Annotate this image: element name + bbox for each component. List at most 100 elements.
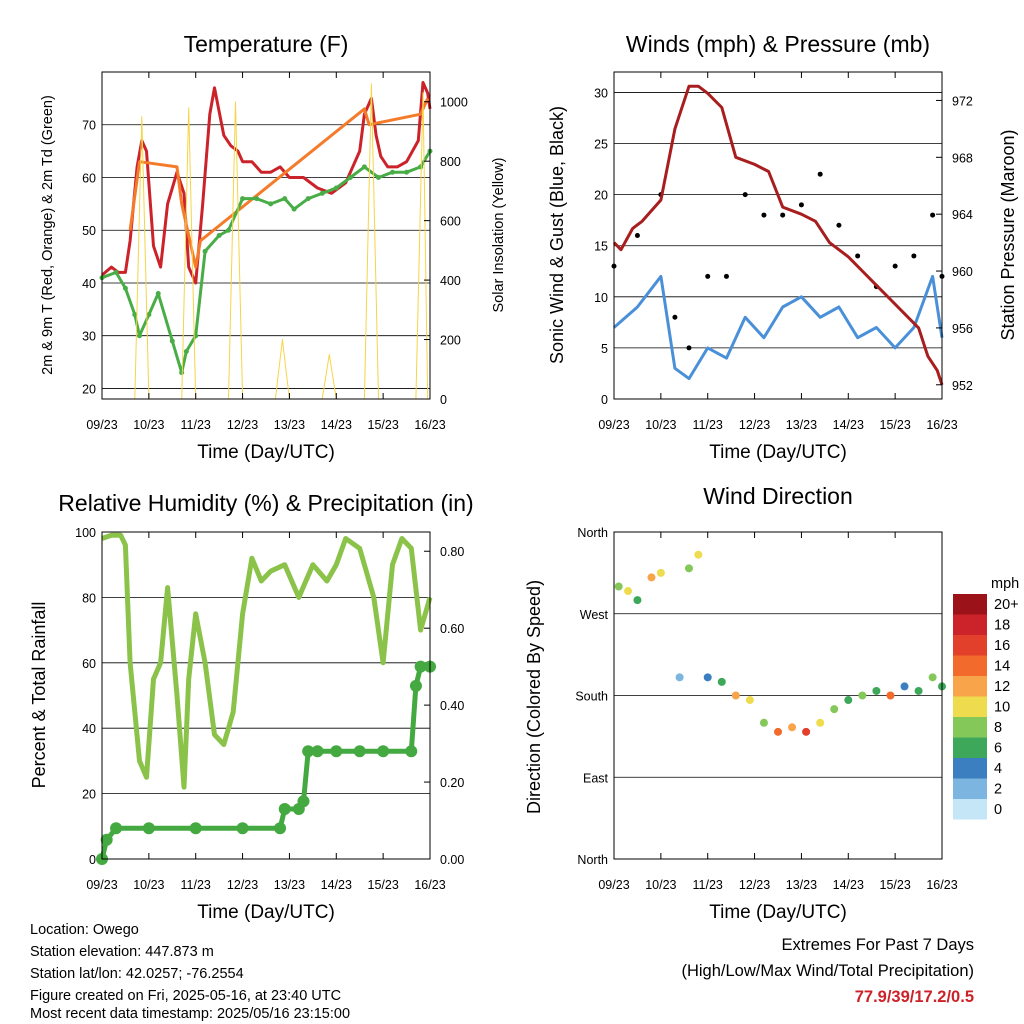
- temperature-ylabel-left: 2m & 9m T (Red, Orange) & 2m Td (Green): [40, 95, 56, 375]
- 2m-td-point: [404, 169, 410, 175]
- extremes-subtitle: (High/Low/Max Wind/Total Precipitation): [681, 962, 974, 980]
- x-tick-label: 12/23: [227, 878, 258, 892]
- 2m-td-point: [333, 185, 339, 191]
- y-tick-label: 0: [601, 393, 608, 407]
- y-tick-label-right: 972: [952, 94, 973, 108]
- direction-point: [647, 573, 656, 582]
- extremes-block: Extremes For Past 7 Days (High/Low/Max W…: [681, 932, 974, 1010]
- y-tick-label: 60: [82, 657, 96, 671]
- direction-point: [858, 691, 867, 700]
- 2m-td-point: [216, 233, 222, 238]
- y-tick-label-right: 1000: [440, 96, 468, 110]
- 2m-td-point: [113, 269, 119, 275]
- winds-panel: Winds (mph) & Pressure (mb) 09/23 10/23 11…: [547, 31, 1018, 463]
- x-tick-label: 10/23: [645, 418, 676, 432]
- solar-insolation-line: [134, 83, 429, 400]
- relative-humidity-line: [101, 532, 433, 790]
- legend-label: 2: [994, 782, 1002, 798]
- legend-label: 10: [994, 700, 1010, 716]
- direction-point: [614, 582, 623, 591]
- 2m-td-point: [254, 196, 260, 202]
- total-precipitation-point: [353, 745, 366, 758]
- y-tick-label: 30: [82, 330, 96, 344]
- y-tick-label: South: [575, 690, 608, 704]
- 9m-t-line: [128, 97, 430, 269]
- total-precipitation-point: [414, 660, 427, 673]
- y-tick-label: 80: [82, 591, 96, 605]
- total-precipitation-point: [142, 822, 155, 835]
- y-tick-label-right: 956: [952, 322, 973, 336]
- 2m-td-point: [132, 312, 138, 318]
- gust-point: [705, 273, 711, 279]
- station-pressure-line: [612, 84, 944, 386]
- y-tick-label-right: 600: [440, 215, 461, 229]
- gust-point: [780, 212, 786, 218]
- legend-swatch: [953, 635, 987, 656]
- direction-point: [675, 673, 684, 682]
- x-tick-label: 10/23: [133, 418, 164, 432]
- y-tick-label-right: 200: [440, 334, 461, 348]
- y-tick-label: 10: [594, 291, 608, 305]
- total-precipitation-point: [405, 745, 418, 758]
- direction-point: [900, 682, 909, 691]
- temperature-xlabel: Time (Day/UTC): [197, 442, 335, 463]
- 2m-td-point: [361, 164, 367, 170]
- legend-label: 20+: [994, 597, 1019, 613]
- y-tick-label-right: 0.00: [440, 853, 464, 867]
- humidity-title: Relative Humidity (%) & Precipitation (i…: [58, 490, 473, 516]
- 2m-td-point: [347, 174, 353, 180]
- direction-point: [745, 696, 754, 705]
- y-tick-label-right: 0.40: [440, 699, 464, 713]
- x-tick-label: 09/23: [598, 878, 629, 892]
- total-precipitation-point: [189, 822, 202, 835]
- direction-panel: Wind Direction 09/23 10/23 11/23 12/23 13/23…: [524, 483, 1019, 923]
- direction-point: [844, 696, 853, 705]
- gust-point: [761, 212, 767, 218]
- 2m-t-line: [101, 81, 432, 285]
- x-tick-label: 12/23: [227, 418, 258, 432]
- total-precipitation-point: [110, 822, 123, 835]
- legend-swatch: [953, 799, 987, 820]
- direction-point: [788, 723, 797, 732]
- info-latlon: Station lat/lon: 42.0257; -76.2554: [30, 966, 244, 982]
- x-tick-label: 10/23: [645, 878, 676, 892]
- y-tick-label: 30: [594, 86, 608, 100]
- legend-label: 0: [994, 802, 1002, 818]
- x-tick-label: 14/23: [321, 878, 352, 892]
- winds-xlabel: Time (Day/UTC): [709, 442, 847, 463]
- legend-swatch: [953, 717, 987, 738]
- 2m-td-point: [183, 349, 189, 355]
- 2m-td-point: [146, 312, 152, 318]
- direction-point: [886, 691, 895, 700]
- info-elevation: Station elevation: 447.873 m: [30, 944, 214, 960]
- x-tick-label: 15/23: [880, 418, 911, 432]
- y-tick-label: West: [580, 608, 609, 622]
- y-tick-label: 100: [75, 526, 96, 540]
- direction-point: [731, 691, 740, 700]
- x-tick-label: 14/23: [833, 418, 864, 432]
- 2m-td-point: [268, 201, 274, 207]
- y-tick-label-right: 964: [952, 208, 973, 222]
- gust-point: [798, 202, 804, 208]
- x-tick-label: 16/23: [926, 418, 957, 432]
- total-precipitation-point: [311, 745, 324, 758]
- humidity-ylabel-left: Percent & Total Rainfall: [29, 602, 49, 789]
- legend-swatch: [953, 758, 987, 779]
- gust-point: [911, 253, 917, 259]
- x-tick-label: 12/23: [739, 878, 770, 892]
- gust-point: [817, 171, 823, 177]
- temperature-ylabel-right: Solar Insolation (Yellow): [491, 157, 507, 312]
- 2m-td-point: [305, 196, 311, 202]
- y-tick-label: 15: [594, 240, 608, 254]
- direction-point: [914, 686, 923, 695]
- x-tick-label: 09/23: [86, 878, 117, 892]
- legend-label: 4: [994, 761, 1002, 777]
- legend-swatch: [953, 655, 987, 676]
- winds-ylabel-left: Sonic Wind & Gust (Blue, Black): [547, 106, 567, 364]
- x-tick-label: 09/23: [598, 418, 629, 432]
- x-tick-label: 09/23: [86, 418, 117, 432]
- direction-point: [802, 727, 811, 736]
- y-tick-label: 20: [82, 788, 96, 802]
- direction-point: [703, 673, 712, 682]
- y-tick-label: 20: [594, 189, 608, 203]
